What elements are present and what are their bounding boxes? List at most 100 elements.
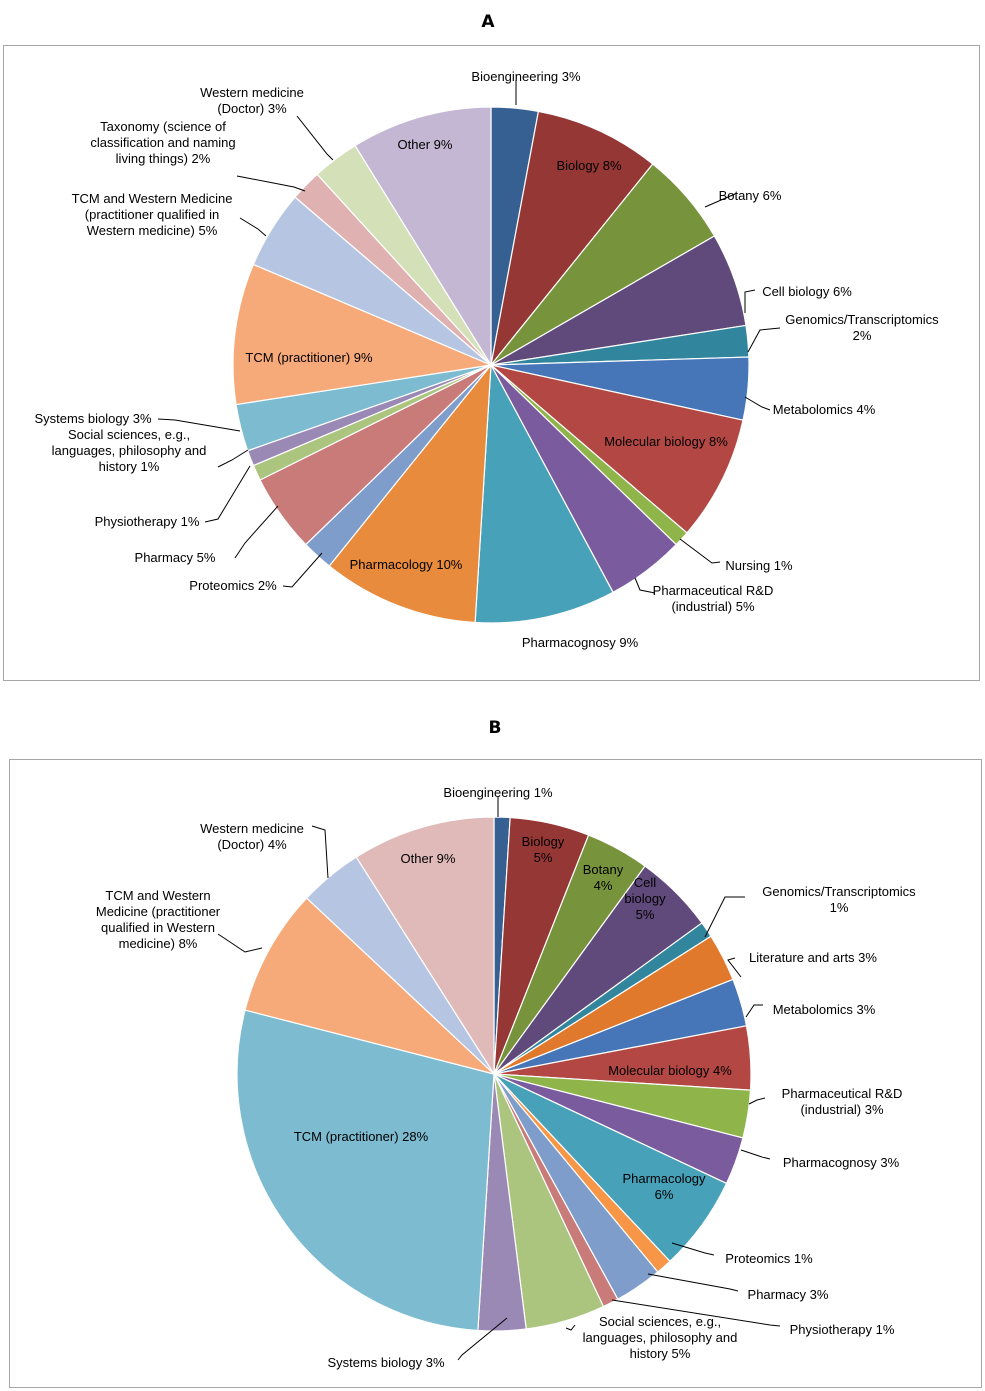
- pie-a-slice-label-20: Other 9%: [398, 137, 453, 152]
- pie-b-slice-label-5: Literature and arts 3%: [749, 950, 877, 965]
- pie-b-slice-label-17-line-2: qualified in Western: [101, 920, 215, 935]
- pie-b-slice-label-12: Pharmacy 3%: [748, 1287, 829, 1302]
- pie-b-slice-label-3-line-2: 5%: [636, 907, 655, 922]
- pie-b-slice-label-17: TCM and Western Medicine (practitioner qua…: [96, 888, 221, 951]
- pie-a-slice-1: [490, 110, 654, 366]
- pie-b-slice-label-0-line-0: Bioengineering 1%: [443, 785, 553, 800]
- pie-a-slice-label-14: Social sciences, e.g., languages, philoso…: [52, 427, 207, 474]
- pie-a-slice-label-10-line-0: Pharmacology 10%: [350, 557, 463, 572]
- pie-a-slice-label-15: Systems biology 3%: [34, 411, 151, 426]
- pie-a-slice-label-8: Pharmaceutical R&D (industrial) 5%: [653, 583, 774, 614]
- pie-a-slice-20: [354, 106, 492, 368]
- pie-b-leader-line-18: [311, 825, 329, 879]
- pie-a-slice-label-19-line-1: (Doctor) 3%: [217, 101, 287, 116]
- pie-a-leader-line-13: [204, 465, 251, 523]
- pie-a-slice-label-18-line-1: classification and naming: [90, 135, 235, 150]
- pie-a-leader-line-18: [236, 175, 306, 192]
- pie-a-leader-line-4: [747, 327, 781, 353]
- pie-b-slice-label-19: Other 9%: [401, 851, 456, 866]
- pie-a-slice-label-18: Taxonomy (science of classification and n…: [90, 119, 235, 166]
- pie-b-leader-line-8: [748, 1097, 766, 1105]
- pie-a-leader-line-15: [157, 418, 241, 432]
- pie-a-slice-label-19-line-0: Western medicine: [200, 85, 304, 100]
- pie-b-slice-label-3-line-0: Cell: [634, 875, 657, 890]
- pie-a-slice-label-9-line-0: Pharmacognosy 9%: [522, 635, 639, 650]
- pie-a-slice-label-3: Cell biology 6%: [762, 284, 852, 299]
- pie-b-slice-label-7: Molecular biology 4%: [608, 1063, 732, 1078]
- pie-a-slice-label-20-line-0: Other 9%: [398, 137, 453, 152]
- pie-b-slice-label-1-line-0: Biology: [522, 834, 565, 849]
- pie-b-slice-label-8: Pharmaceutical R&D (industrial) 3%: [782, 1086, 903, 1117]
- pie-a-slice-label-0-line-0: Bioengineering 3%: [471, 69, 581, 84]
- pie-b-slice-label-13-line-0: Physiotherapy 1%: [790, 1322, 895, 1337]
- pie-b-slice-label-7-line-0: Molecular biology 4%: [608, 1063, 732, 1078]
- pie-a-slice-10: [328, 363, 492, 624]
- pie-b-slice-label-15-line-0: Systems biology 3%: [327, 1355, 444, 1370]
- pie-a-slice-label-4: Genomics/Transcriptomics 2%: [785, 312, 939, 343]
- pie-a-slice-label-12-line-0: Pharmacy 5%: [135, 550, 216, 565]
- pie-b-slice-label-8-line-0: Pharmaceutical R&D: [782, 1086, 903, 1101]
- pie-a-slice-label-11: Proteomics 2%: [189, 578, 277, 593]
- pie-b-slice-label-10: Pharmacology 6%: [622, 1171, 706, 1202]
- pie-b-slice-label-13: Physiotherapy 1%: [790, 1322, 895, 1337]
- pie-b-slice-label-14: Social sciences, e.g., languages, philoso…: [583, 1314, 738, 1361]
- pie-a-leader-line-3: [744, 289, 756, 313]
- pie-a-slice-label-13: Physiotherapy 1%: [95, 514, 200, 529]
- pie-b-slice-label-8-line-1: (industrial) 3%: [800, 1102, 884, 1117]
- pie-b-slice-label-17-line-1: Medicine (practitioner: [96, 904, 221, 919]
- pie-a-slice-label-17-line-0: TCM and Western Medicine: [72, 191, 233, 206]
- panel-a-title: A: [481, 12, 495, 32]
- pie-a-leader-line-8: [634, 577, 656, 594]
- pie-a-slice-label-16-line-0: TCM (practitioner) 9%: [245, 350, 373, 365]
- pie-b-slice-label-18-line-1: (Doctor) 4%: [217, 837, 287, 852]
- pie-a-slice-label-6: Molecular biology 8%: [604, 434, 728, 449]
- pie-a-slice-label-3-line-0: Cell biology 6%: [762, 284, 852, 299]
- pie-a-slice-label-19: Western medicine (Doctor) 3%: [200, 85, 304, 116]
- pie-b-slice-label-17-line-3: medicine) 8%: [119, 936, 198, 951]
- panel-b-title: B: [488, 718, 502, 738]
- pie-b-leader-line-11: [671, 1242, 715, 1256]
- pie-b-slice-label-0: Bioengineering 1%: [443, 785, 553, 800]
- pie-b-slice-label-16-line-0: TCM (practitioner) 28%: [294, 1129, 429, 1144]
- pie-a-leader-line-2: [704, 193, 736, 208]
- pie-a-slice-label-16: TCM (practitioner) 9%: [245, 350, 373, 365]
- pie-b-leader-line-9: [740, 1149, 771, 1160]
- pie-a-slice-label-9: Pharmacognosy 9%: [522, 635, 639, 650]
- pie-a-slice-label-7: Nursing 1%: [725, 558, 793, 573]
- pie-a-slice-label-2: Botany 6%: [719, 188, 782, 203]
- pie-a-leader-line-12: [234, 505, 279, 559]
- pie-b-slice-label-2: Botany 4%: [583, 862, 624, 893]
- pie-a-slice-label-10: Pharmacology 10%: [350, 557, 463, 572]
- pie-b-slice-16: [236, 1009, 495, 1332]
- pie-b-leader-line-12: [647, 1273, 739, 1292]
- pie-a-leader-line-14: [217, 449, 249, 468]
- pie-b-slice-label-4: Genomics/Transcriptomics 1%: [762, 884, 916, 915]
- pie-b-slice-label-11: Proteomics 1%: [725, 1251, 813, 1266]
- pie-b-leader-line-4: [704, 896, 745, 938]
- pie-b-slice-label-6-line-0: Metabolomics 3%: [773, 1002, 876, 1017]
- pie-b-slice-label-1: Biology 5%: [522, 834, 565, 865]
- pie-b-leader-line-5: [727, 957, 742, 978]
- pie-a-slice-label-14-line-0: Social sciences, e.g.,: [68, 427, 190, 442]
- pie-b-slice-label-6: Metabolomics 3%: [773, 1002, 876, 1017]
- pie-b-slice-17: [244, 897, 495, 1075]
- pie-b-leader-line-15: [457, 1317, 508, 1361]
- pie-b-slice-label-14-line-1: languages, philosophy and: [583, 1330, 738, 1345]
- pie-a-slice-label-14-line-1: languages, philosophy and: [52, 443, 207, 458]
- pie-a-slice-label-5: Metabolomics 4%: [773, 402, 876, 417]
- pie-b-slice-label-18-line-0: Western medicine: [200, 821, 304, 836]
- pie-b-leader-line-17: [217, 933, 263, 953]
- pie-b-slice-label-12-line-0: Pharmacy 3%: [748, 1287, 829, 1302]
- pie-a-leader-line-19: [296, 115, 334, 161]
- pie-b-slice-19: [355, 816, 495, 1077]
- pie-a-slice-label-13-line-0: Physiotherapy 1%: [95, 514, 200, 529]
- pie-a-slice-label-11-line-0: Proteomics 2%: [189, 578, 277, 593]
- pie-b-slice-label-9: Pharmacognosy 3%: [783, 1155, 900, 1170]
- pie-b-slice-label-14-line-0: Social sciences, e.g.,: [599, 1314, 721, 1329]
- pie-a-slice-label-7-line-0: Nursing 1%: [725, 558, 793, 573]
- pie-a-slice-6: [490, 364, 744, 534]
- pie-b-slice-label-9-line-0: Pharmacognosy 3%: [783, 1155, 900, 1170]
- pie-b-slice-label-2-line-0: Botany: [583, 862, 624, 877]
